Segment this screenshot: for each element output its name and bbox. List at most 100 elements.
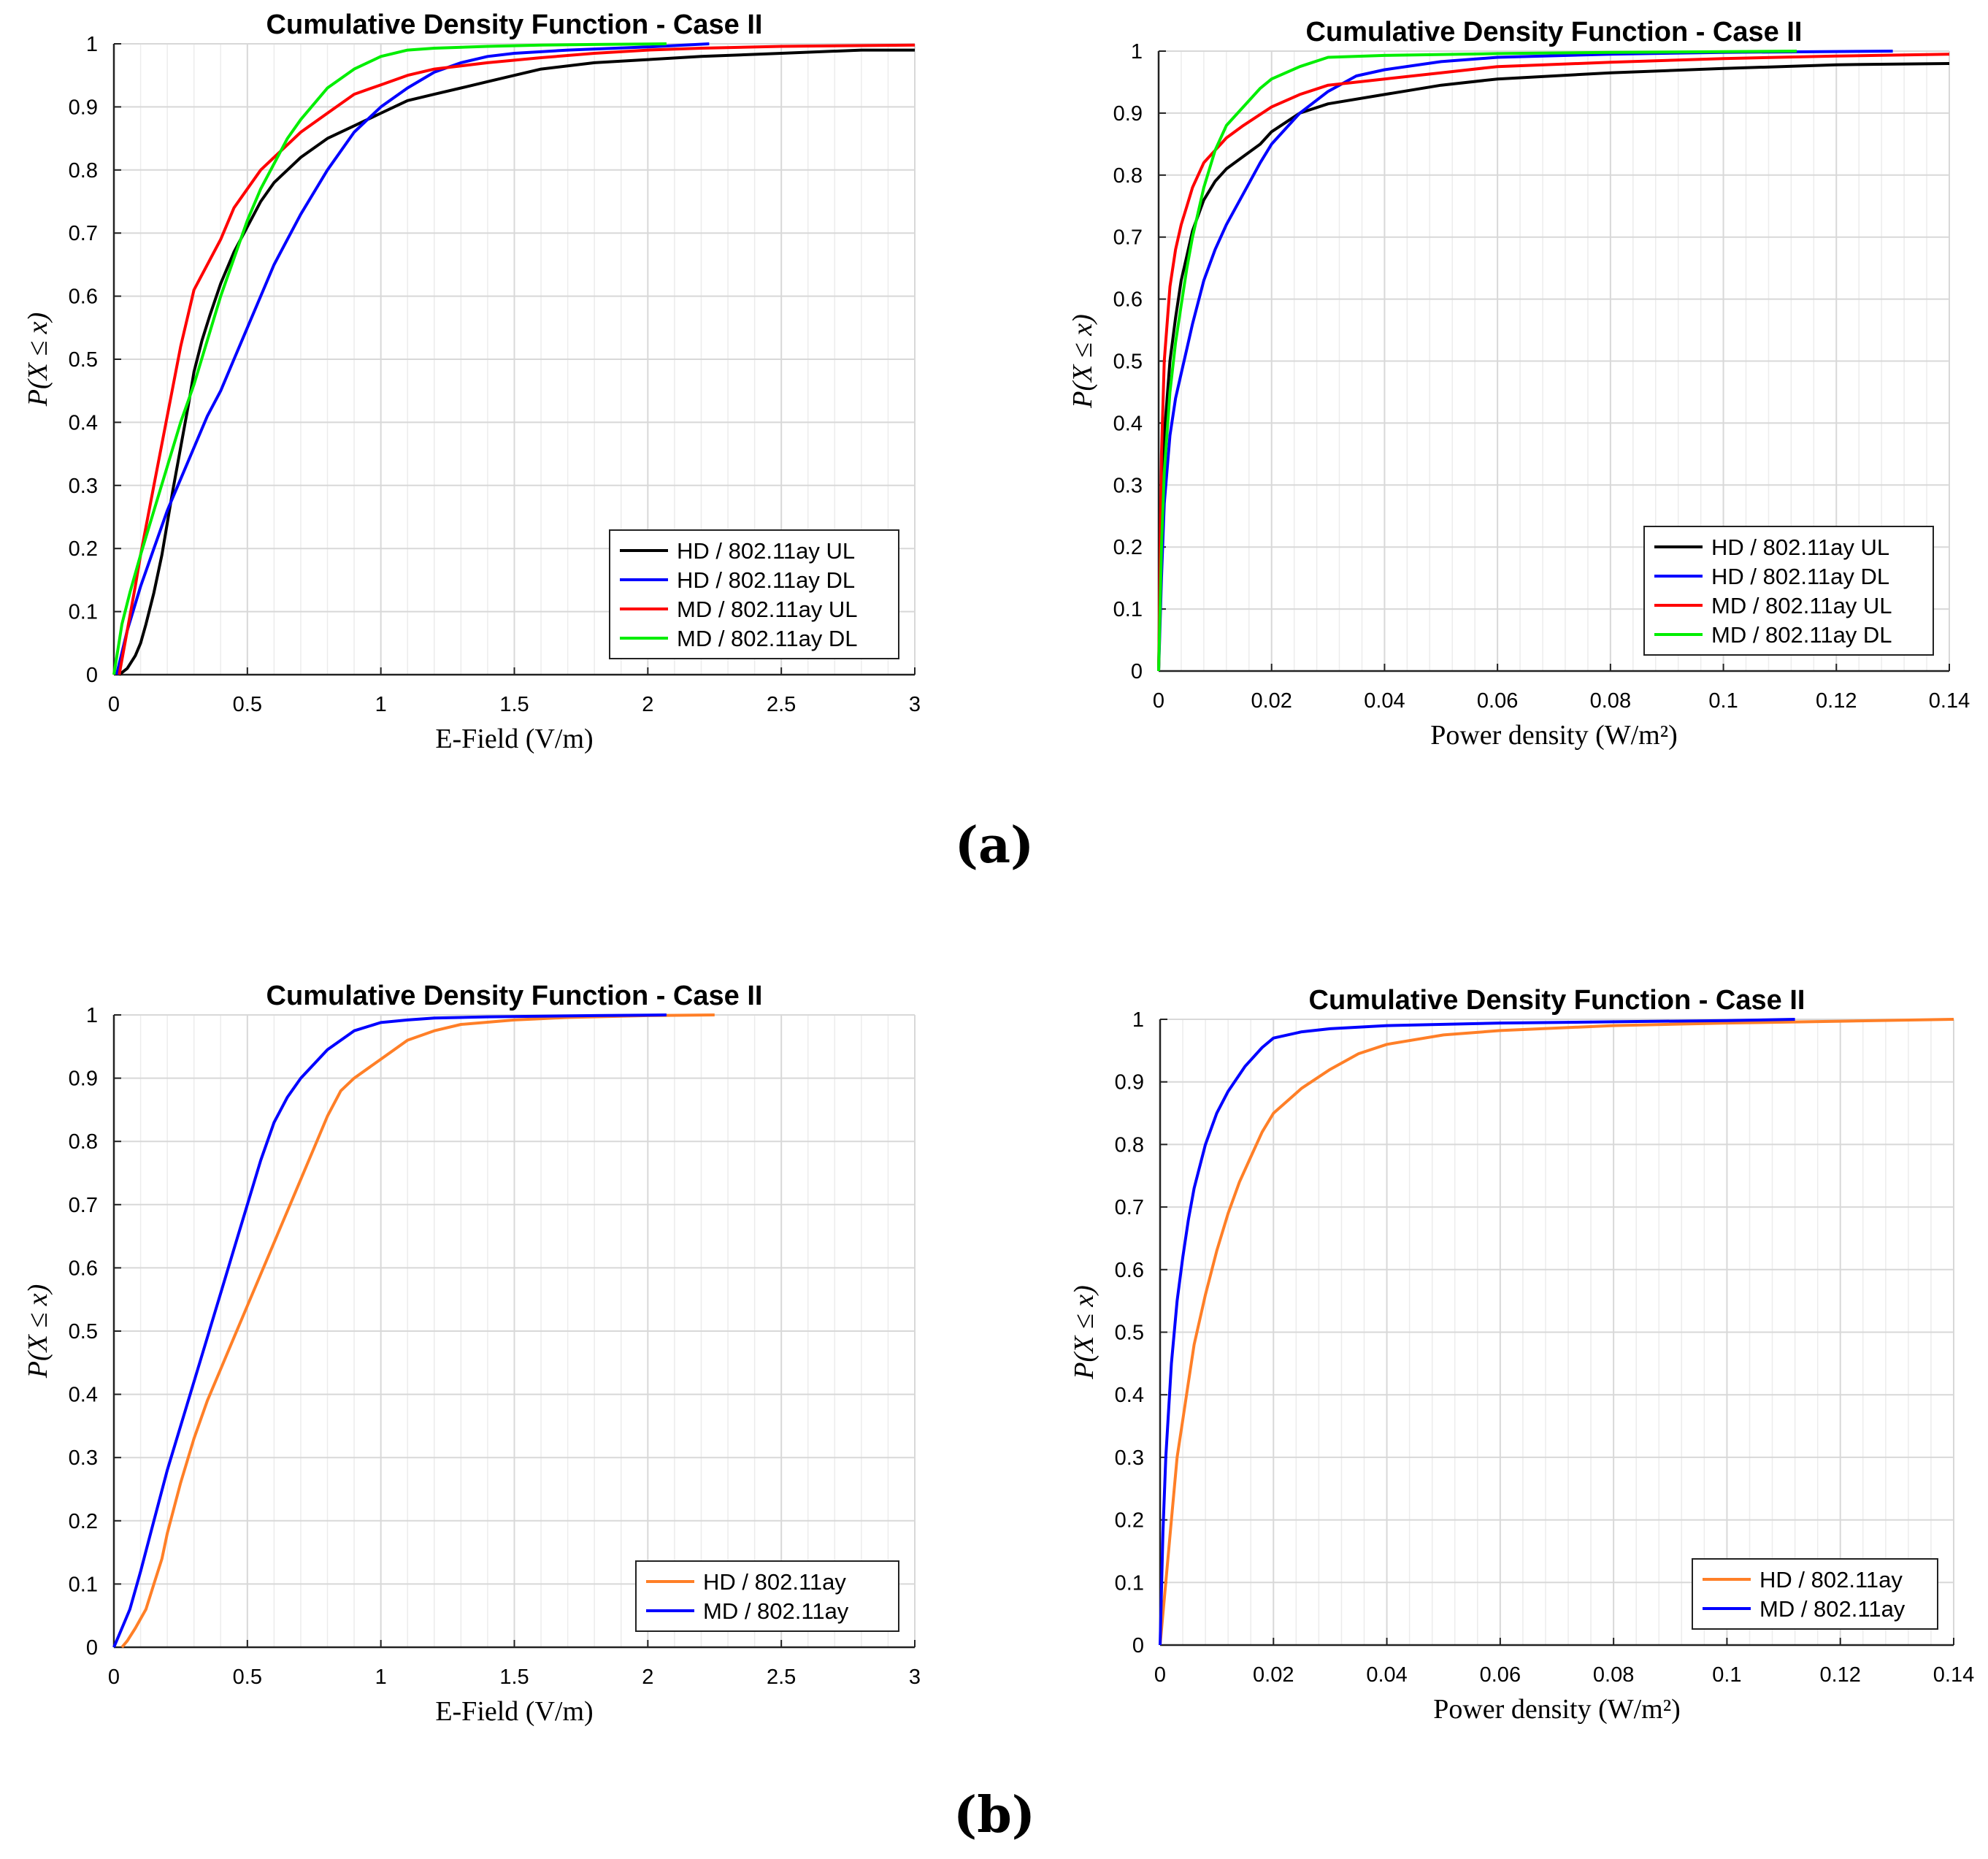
x-axis-label: Power density (W/m²) [1433,1694,1681,1725]
y-tick-label: 0.3 [1113,474,1143,497]
y-tick-label: 0.7 [1113,226,1143,250]
legend: HD / 802.11ay UL HD / 802.11ay DL MD / 802… [609,529,899,659]
y-tick-label: 0.2 [69,537,98,561]
x-tick-label: 0.5 [233,1666,262,1689]
y-tick-label: 1 [86,33,98,56]
y-tick-label: 0.1 [69,601,98,624]
y-tick-label: 0.6 [69,285,98,309]
legend-entry-2: HD / 802.11ay DL [1711,564,1889,589]
series-line-1 [1157,62,1950,672]
x-tick-label: 0.14 [1929,689,1970,713]
y-tick-label: 0.8 [1113,164,1143,188]
x-tick-label: 3 [909,693,921,716]
series-line-2 [115,42,710,675]
legend-entry-2: MD / 802.11ay [1759,1596,1906,1622]
chart-a-power-density: 0 0.02 0.04 0.06 0.08 0.1 0.12 0.14 0 0.1 0.2 0.3 0.… [1067,17,1970,751]
x-tick-label: 2.5 [767,693,796,716]
x-tick-label: 1.5 [499,1666,529,1689]
y-axis-label: P(X ≤ x) [23,313,53,407]
x-tick-label: 0 [108,1666,120,1689]
x-tick-label: 0 [108,693,120,716]
y-tick-label: 0 [1132,1634,1144,1657]
x-tick-label: 0.08 [1593,1663,1634,1687]
series-line-3 [1157,53,1950,672]
x-tick-label: 0.02 [1253,1663,1294,1687]
series-line-1 [120,1013,715,1649]
legend-entry-2: MD / 802.11ay [703,1598,849,1624]
x-tick-label: 0.12 [1819,1663,1860,1687]
legend-entry-1: HD / 802.11ay [703,1569,846,1595]
x-tick-label: 0 [1153,689,1164,713]
x-tick-label: 2 [642,693,653,716]
x-axis-label: E-Field (V/m) [435,1696,593,1727]
x-tick-label: 0.1 [1708,689,1738,713]
series-line-3 [118,43,916,675]
x-tick-label: 0.02 [1251,689,1292,713]
chart-title: Cumulative Density Function - Case II [1309,985,1805,1016]
x-tick-label: 3 [909,1666,921,1689]
y-tick-label: 1 [86,1004,98,1027]
chart-title: Cumulative Density Function - Case II [266,9,763,40]
y-tick-label: 0.6 [1115,1259,1144,1282]
chart-b-power-density: 0 0.02 0.04 0.06 0.08 0.1 0.12 0.14 0 0.1 0.2 0.3 0.… [1069,985,1974,1725]
legend-box [635,1560,899,1632]
x-tick-label: 1.5 [499,693,529,716]
legend: HD / 802.11ay MD / 802.11ay [1692,1558,1938,1630]
y-tick-label: 0.5 [1113,350,1143,374]
series-line-1 [118,48,915,676]
y-tick-label: 0.4 [69,1384,98,1407]
series-line-2 [1157,50,1893,672]
y-tick-label: 0.4 [69,411,98,434]
y-tick-label: 0.7 [69,1194,98,1217]
legend-entry-1: HD / 802.11ay [1759,1567,1903,1592]
x-tick-label: 0.1 [1712,1663,1741,1687]
x-tick-label: 0.04 [1366,1663,1407,1687]
x-tick-label: 0.5 [233,693,262,716]
y-tick-label: 0.7 [1115,1196,1144,1219]
y-tick-label: 0.9 [69,1068,98,1091]
legend-entry-4: MD / 802.11ay DL [677,626,858,651]
legend-entry-4: MD / 802.11ay DL [1711,622,1892,648]
y-tick-label: 0.1 [69,1573,98,1596]
y-tick-label: 0.9 [69,96,98,119]
panel-label-b: (b) [953,1786,1035,1844]
y-tick-label: 0.9 [1113,102,1143,126]
x-tick-label: 0.12 [1816,689,1857,713]
y-tick-label: 0.7 [69,222,98,245]
y-tick-label: 1 [1132,1008,1144,1032]
y-tick-label: 0.2 [1113,536,1143,559]
y-tick-label: 0.8 [1115,1133,1144,1157]
y-tick-label: 0.3 [69,1446,98,1470]
y-tick-label: 0.6 [69,1257,98,1280]
x-tick-label: 0.06 [1477,689,1518,713]
y-tick-label: 0 [86,1636,98,1660]
y-tick-label: 0.6 [1113,288,1143,312]
y-axis-label: P(X ≤ x) [1067,314,1098,408]
x-tick-label: 0.08 [1590,689,1631,713]
series-line-1 [1159,1018,1954,1646]
legend-entry-1: HD / 802.11ay UL [677,538,855,564]
chart-b-efield: 0 0.5 1 1.5 2 2.5 3 0 0.1 0.2 0.3 0.4 0.5 0.6 0.7 0.8 0.… [23,981,921,1727]
y-tick-label: 0.2 [69,1510,98,1533]
x-tick-label: 2 [642,1666,653,1689]
legend-entry-3: MD / 802.11ay UL [677,597,858,622]
series-line-4 [1157,50,1797,672]
x-tick-label: 1 [375,693,387,716]
series-line-2 [112,1013,667,1648]
series-line-2 [1159,1018,1795,1646]
y-axis-label: P(X ≤ x) [23,1284,53,1379]
legend: HD / 802.11ay MD / 802.11ay [635,1560,899,1632]
y-tick-label: 0.9 [1115,1071,1144,1095]
chart-title: Cumulative Density Function - Case II [1306,17,1803,47]
chart-title: Cumulative Density Function - Case II [266,981,763,1011]
y-tick-label: 0.3 [1115,1446,1144,1470]
y-tick-label: 0.1 [1115,1571,1144,1595]
legend-entry-3: MD / 802.11ay UL [1711,593,1892,618]
y-axis-label: P(X ≤ x) [1069,1285,1099,1379]
y-tick-label: 0.8 [69,1130,98,1154]
x-tick-label: 0.06 [1480,1663,1521,1687]
legend-entry-2: HD / 802.11ay DL [677,567,855,593]
legend: HD / 802.11ay UL HD / 802.11ay DL MD / 802… [1643,526,1934,656]
y-tick-label: 1 [1131,40,1143,64]
